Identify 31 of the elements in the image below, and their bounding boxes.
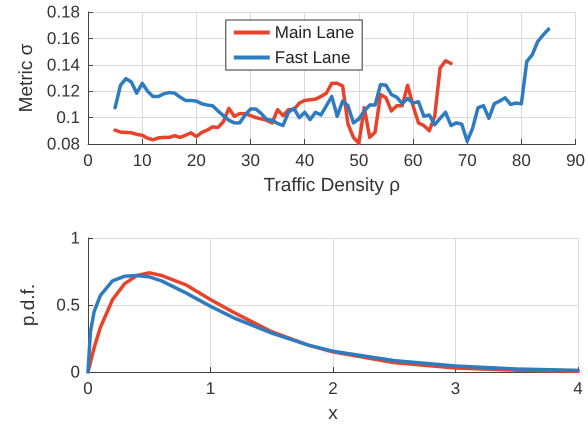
y-axis-title: p.d.f. (18, 284, 39, 326)
x-tick-label: 2 (328, 379, 338, 398)
x-tick-label: 10 (132, 151, 152, 170)
y-tick-label: 0.18 (46, 2, 80, 22)
x-tick-label: 0 (83, 151, 93, 170)
y-tick-label: 0.14 (46, 55, 80, 74)
x-tick-label: 3 (450, 379, 460, 398)
y-tick-label: 0 (70, 362, 80, 382)
y-axis-title: Metric σ (16, 43, 38, 112)
y-tick-label: 1 (70, 228, 80, 248)
x-tick-label: 70 (458, 151, 477, 170)
x-tick-label: 90 (566, 151, 586, 170)
y-tick-label: 0.5 (56, 296, 80, 314)
y-tick-label: 0.1 (56, 108, 80, 128)
x-tick-label: 4 (573, 379, 583, 398)
x-axis-title: x (328, 403, 338, 424)
y-tick-label: 0.08 (46, 134, 80, 154)
x-axis-title: Traffic Density ρ (264, 175, 400, 196)
y-tick-label: 0.16 (46, 28, 80, 48)
x-tick-label: 0 (83, 379, 93, 398)
x-tick-label: 50 (349, 151, 368, 170)
legend-label: Fast Lane (274, 48, 350, 67)
x-tick-label: 30 (241, 151, 260, 170)
x-tick-label: 1 (206, 379, 216, 398)
x-tick-label: 60 (404, 151, 422, 170)
legend-label: Main Lane (274, 23, 354, 42)
x-tick-label: 20 (186, 151, 206, 170)
y-tick-label: 0.12 (46, 82, 80, 101)
x-tick-label: 80 (512, 151, 531, 170)
x-tick-label: 40 (295, 151, 314, 170)
line-series (113, 27, 550, 144)
